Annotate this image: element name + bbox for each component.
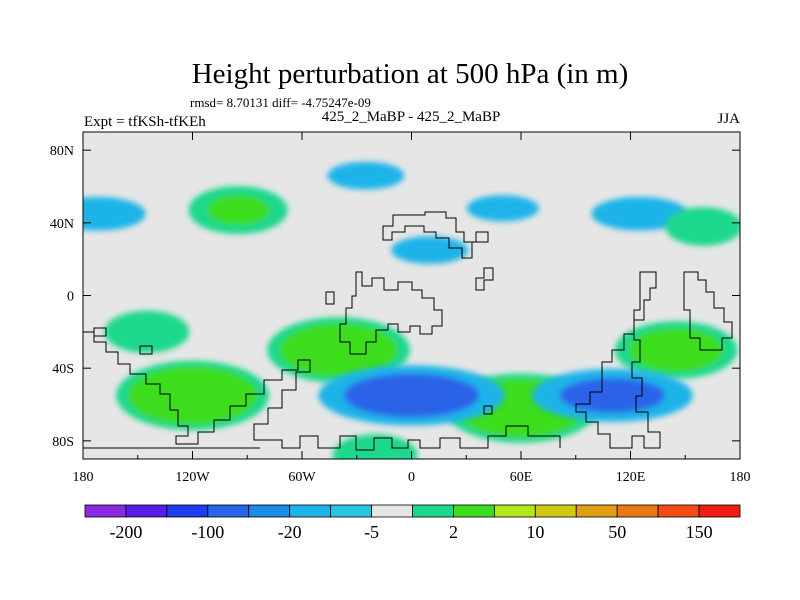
field-anomaly-0 xyxy=(116,360,269,431)
x-tick-label-2: 60W xyxy=(288,470,316,485)
y-tick-label-1: 40N xyxy=(50,217,74,232)
colorbar-box-9 xyxy=(453,504,495,518)
map-plot-area xyxy=(82,131,741,460)
colorbar-box-1 xyxy=(125,504,168,518)
field-level-10-0 xyxy=(391,236,469,264)
field-anomaly-1 xyxy=(267,317,410,383)
coastline-east-continent xyxy=(575,271,661,449)
colorbar-box-11 xyxy=(534,504,577,518)
y-tick-label-0: 80N xyxy=(50,144,74,159)
x-tick-label-1: 120W xyxy=(175,470,210,485)
y-axis: 80N 40N 0 40S 80S xyxy=(50,144,740,450)
x-tick-label-6: 180 xyxy=(730,470,751,485)
field-anomaly-10 xyxy=(391,236,469,264)
colorbar-box-12 xyxy=(575,504,618,518)
field-level-0-1 xyxy=(127,366,258,425)
colorbar-box-5 xyxy=(289,504,332,518)
field-level-8-0 xyxy=(591,196,688,231)
colorbar-box-4 xyxy=(248,504,291,518)
field-level-13-0 xyxy=(332,434,418,459)
colorbar-label-3: -5 xyxy=(364,522,379,542)
field-level-4-1 xyxy=(206,195,270,226)
field-anomaly-4 xyxy=(188,186,288,235)
field-anomaly-14 xyxy=(665,207,740,246)
field-anomaly-12 xyxy=(104,310,190,353)
field-anomaly-6 xyxy=(531,368,693,422)
chart-title: Height perturbation at 500 hPa (in m) xyxy=(192,58,629,90)
colorbar-box-14 xyxy=(657,504,700,518)
coastline-island xyxy=(475,267,494,291)
x-tick-label-5: 120E xyxy=(616,470,646,485)
coastline-africa xyxy=(339,271,443,355)
coastline-islet-sw xyxy=(93,327,107,337)
field-level-12-0 xyxy=(104,310,190,353)
coastline-europe xyxy=(382,211,489,259)
colorbar-label-7: 150 xyxy=(686,522,713,542)
stats-label: rmsd= 8.70131 diff= -4.75247e-09 xyxy=(190,95,371,110)
experiment-label: Expt = tfKSh-tfKEh xyxy=(84,114,206,130)
colorbar: -200 -100 -20 -5 2 10 50 150 xyxy=(84,504,741,542)
colorbar-box-10 xyxy=(493,504,536,518)
coastline-layer xyxy=(83,211,733,451)
field-level-14-0 xyxy=(665,207,740,246)
colorbar-label-4: 2 xyxy=(449,522,458,542)
field-level-7-0 xyxy=(83,196,146,231)
field-anomaly-8 xyxy=(591,196,688,231)
field-anomaly-9 xyxy=(327,161,405,190)
field-anomaly-7 xyxy=(83,196,146,231)
field-level-11-0 xyxy=(466,195,539,222)
coastline-islet xyxy=(325,291,335,305)
colorbar-box-7 xyxy=(371,504,413,518)
colorbar-label-5: 10 xyxy=(526,522,544,542)
x-axis: 180 120W 60W 0 60E 120E 180 xyxy=(73,132,751,485)
colorbar-box-13 xyxy=(616,504,659,518)
x-tick-label-3: 0 xyxy=(408,470,415,485)
field-anomaly-13 xyxy=(332,434,418,459)
colorbar-box-0 xyxy=(84,504,127,518)
colorbar-box-2 xyxy=(166,504,209,518)
colorbar-box-15 xyxy=(698,504,741,518)
subtitle-label: 425_2_MaBP - 425_2_MaBP xyxy=(322,109,501,125)
colorbar-box-8 xyxy=(412,504,454,518)
coastline-islet-sw2 xyxy=(139,345,153,355)
colorbar-label-0: -200 xyxy=(109,522,142,542)
field-level-1-1 xyxy=(279,322,398,378)
field-level-9-0 xyxy=(327,161,405,190)
y-tick-label-3: 40S xyxy=(52,362,74,377)
y-tick-label-4: 80S xyxy=(52,435,74,450)
field-anomaly-5 xyxy=(318,365,505,426)
colorbar-box-3 xyxy=(207,504,250,518)
coastline-east-island xyxy=(683,271,733,351)
y-tick-label-2: 0 xyxy=(67,290,74,305)
contour-field-layer xyxy=(83,161,740,459)
x-tick-label-0: 180 xyxy=(73,470,94,485)
field-anomaly-11 xyxy=(466,195,539,222)
coastline-islet-s xyxy=(483,405,493,415)
field-level-6-1 xyxy=(559,378,665,413)
colorbar-label-1: -100 xyxy=(191,522,224,542)
colorbar-label-2: -20 xyxy=(278,522,302,542)
colorbar-label-6: 50 xyxy=(608,522,626,542)
field-level-5-1 xyxy=(343,373,480,418)
coastline-southern-continent xyxy=(83,331,561,451)
season-label: JJA xyxy=(717,111,740,127)
colorbar-box-6 xyxy=(330,504,372,518)
x-tick-label-4: 60E xyxy=(510,470,533,485)
